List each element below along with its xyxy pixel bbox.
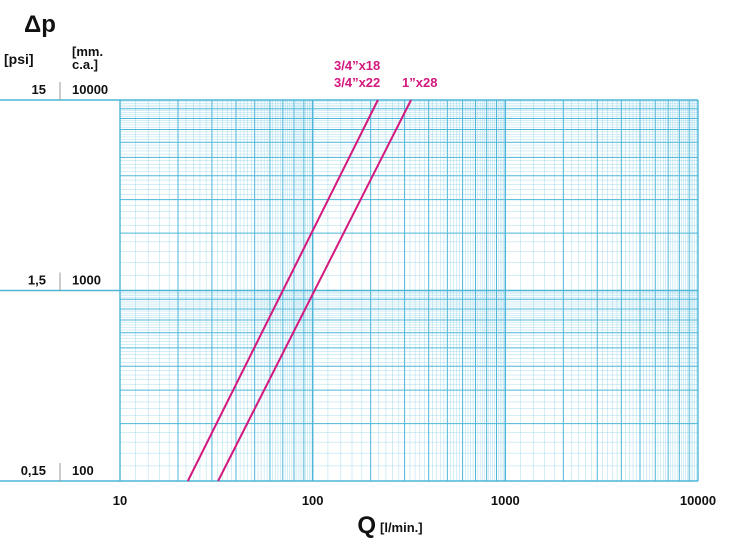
x-unit: [l/min.]	[380, 520, 423, 535]
y-label: Δp	[24, 11, 56, 38]
x-label: Q	[357, 512, 376, 539]
x-tick-label: 100	[302, 493, 324, 508]
x-tick-label: 1000	[491, 493, 520, 508]
series-label: 3/4”x18	[334, 58, 380, 73]
series-label: 1”x28	[402, 75, 437, 90]
y2-tick-label: 15	[32, 82, 46, 97]
y-tick-label: 10000	[72, 82, 108, 97]
y-unit: c.a.]	[72, 57, 98, 72]
x-tick-label: 10	[113, 493, 127, 508]
y2-unit: [psi]	[4, 51, 34, 67]
series-label: 3/4”x22	[334, 75, 380, 90]
series-line	[217, 99, 412, 482]
series-line	[186, 99, 379, 482]
y-tick-label: 1000	[72, 273, 101, 288]
y-unit: [mm.	[72, 44, 103, 59]
y2-tick-label: 1,5	[28, 273, 46, 288]
y2-tick-label: 0,15	[21, 463, 46, 478]
x-tick-label: 10000	[680, 493, 716, 508]
y-tick-label: 100	[72, 463, 94, 478]
